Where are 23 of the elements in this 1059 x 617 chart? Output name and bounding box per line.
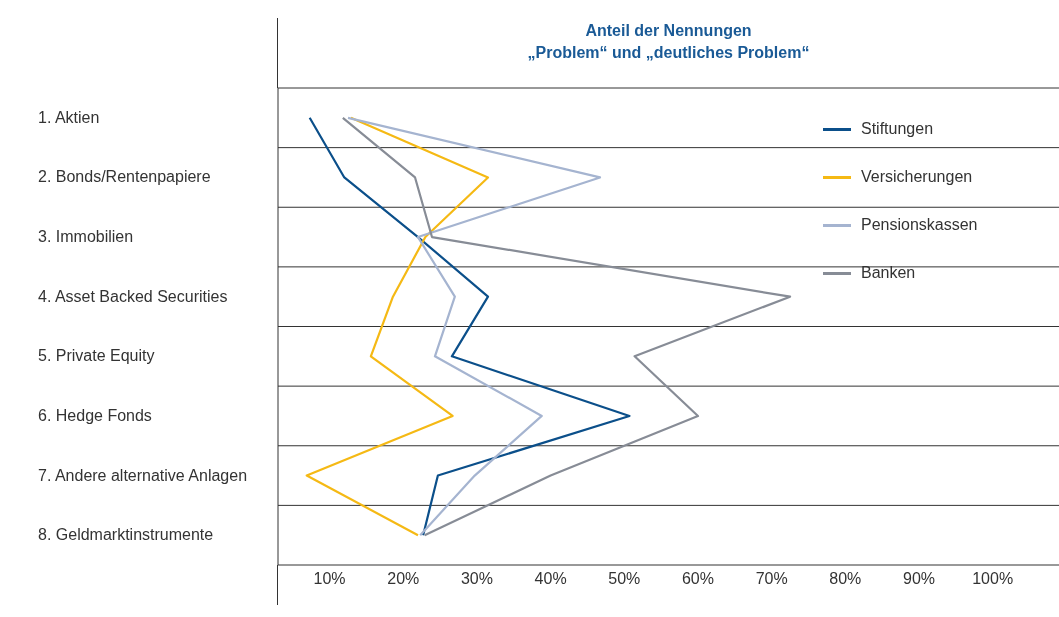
- legend-label: Banken: [861, 264, 916, 282]
- legend-label: Pensionskassen: [861, 216, 978, 234]
- x-tick-label: 40%: [534, 570, 567, 588]
- y-tick-label: 4. Asset Backed Securities: [38, 287, 228, 305]
- x-tick-label: 20%: [387, 570, 420, 588]
- x-tick-label: 30%: [460, 570, 493, 588]
- y-tick-label: 2. Bonds/Rentenpapiere: [38, 168, 211, 186]
- y-tick-label: 6. Hedge Fonds: [38, 406, 152, 424]
- x-tick-label: 60%: [681, 570, 714, 588]
- x-tick-label: 100%: [972, 570, 1014, 588]
- y-tick-label: 5. Private Equity: [38, 347, 155, 365]
- x-tick-label: 80%: [829, 570, 862, 588]
- x-tick-label: 90%: [902, 570, 936, 588]
- chart-title: Anteil der Nennungen „Problem“ und „deutliches Problem“: [526, 21, 811, 63]
- y-tick-label: 8. Geldmarktinstrumente: [38, 526, 214, 544]
- y-tick-label: 1. Aktien: [38, 108, 100, 126]
- x-tick-label: 50%: [608, 570, 641, 588]
- legend-label: Versicherungen: [861, 168, 973, 186]
- x-tick-label: 10%: [313, 570, 346, 588]
- y-tick-label: 7. Andere alternative Anlagen: [38, 466, 248, 484]
- legend-label: Stiftungen: [861, 120, 934, 138]
- x-tick-label: 70%: [755, 570, 788, 588]
- y-tick-label: 3. Immobilien: [38, 228, 134, 246]
